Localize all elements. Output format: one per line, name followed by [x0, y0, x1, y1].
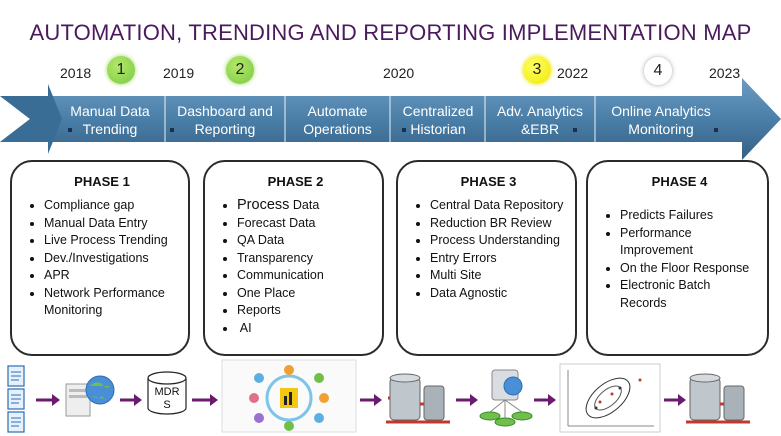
phase-title: PHASE 1 — [74, 174, 130, 189]
flow-arrow-icon — [534, 394, 556, 406]
process-equipment-icon — [386, 373, 450, 424]
flow-arrow-icon — [192, 394, 218, 406]
process-equipment-icon — [686, 373, 750, 424]
phase-4-box: PHASE 4 Predicts Failures Performance Im… — [586, 160, 769, 356]
list-item: Process Understanding — [430, 232, 565, 250]
list-item: Transparency — [237, 250, 372, 268]
segment-dashboard-reporting: Dashboard and Reporting — [166, 100, 284, 140]
phase-title: PHASE 4 — [651, 174, 708, 189]
list-item: APR — [44, 267, 178, 285]
mdrs-label: MDR — [154, 386, 179, 398]
year-2019: 2019 — [163, 65, 195, 81]
list-item-rest: Data — [289, 198, 320, 212]
segment-line2: Reporting — [194, 121, 256, 137]
segment-line1: Online Analytics — [611, 103, 711, 119]
server-globe-icon — [65, 375, 115, 417]
page-title: AUTOMATION, TRENDING AND REPORTING IMPLE… — [29, 20, 752, 45]
segment-line1: Centralized — [402, 103, 474, 119]
tick-marker — [402, 128, 406, 132]
flow-arrow-icon — [120, 394, 142, 406]
milestone-4: 4 — [643, 56, 673, 86]
list-item: Electronic Batch Records — [620, 277, 757, 312]
milestone-1: 1 — [107, 56, 135, 84]
flow-arrow-icon — [36, 394, 60, 406]
phase-3-box: PHASE 3 Central Data Repository Reductio… — [396, 160, 577, 356]
tick-marker — [68, 128, 72, 132]
year-2023: 2023 — [709, 65, 741, 81]
tick-marker — [170, 128, 174, 132]
list-item: AI — [237, 320, 372, 338]
milestone-3: 3 — [523, 56, 551, 84]
segment-line1: Dashboard and — [177, 103, 273, 119]
segment-line2: Trending — [82, 121, 138, 137]
segment-automate-operations: Automate Operations — [286, 100, 389, 140]
list-item-emphasis: Process — [237, 197, 290, 213]
phase-list: Process Data Forecast Data QA Data Trans… — [219, 197, 372, 337]
year-2022: 2022 — [557, 65, 589, 81]
phase-title: PHASE 2 — [267, 174, 324, 189]
list-item: Process Data — [237, 197, 372, 215]
segment-line1: Adv. Analytics — [496, 103, 584, 119]
segment-line1: Manual Data — [70, 103, 150, 119]
list-item: Reports — [237, 302, 372, 320]
list-item: Manual Data Entry — [44, 215, 178, 233]
phase-list: Predicts Failures Performance Improvemen… — [602, 207, 757, 312]
list-item: Reduction BR Review — [430, 215, 565, 233]
analytics-plot-icon — [559, 363, 661, 433]
flow-arrow-icon — [664, 394, 686, 406]
list-item: Communication — [237, 267, 372, 285]
phase-list: Central Data Repository Reduction BR Rev… — [412, 197, 565, 302]
list-item: Network Performance Monitoring — [44, 285, 178, 320]
list-item: Compliance gap — [44, 197, 178, 215]
list-item: QA Data — [237, 232, 372, 250]
segment-line2: &EBR — [520, 121, 560, 137]
list-item: On the Floor Response — [620, 260, 757, 278]
segment-line1: Automate — [307, 103, 368, 119]
tick-marker — [714, 128, 718, 132]
list-item: Predicts Failures — [620, 207, 757, 225]
list-item: One Place — [237, 285, 372, 303]
list-item: Central Data Repository — [430, 197, 565, 215]
list-item: Multi Site — [430, 267, 565, 285]
year-2020: 2020 — [383, 65, 415, 81]
year-2018: 2018 — [60, 65, 92, 81]
documents-icon — [7, 365, 25, 433]
list-item: Live Process Trending — [44, 232, 178, 250]
phase-title: PHASE 3 — [460, 174, 517, 189]
central-database-icon — [479, 369, 533, 427]
list-item: Entry Errors — [430, 250, 565, 268]
segment-manual-data-trending: Manual Data Trending — [55, 100, 165, 140]
segment-line2: Monitoring — [628, 121, 694, 137]
tick-marker — [573, 128, 577, 132]
data-flow-illustration: MDR S — [7, 359, 750, 433]
phase-1-box: PHASE 1 Compliance gap Manual Data Entry… — [10, 160, 190, 356]
flow-arrow-icon — [360, 394, 382, 406]
phase-2-box: PHASE 2 Process Data Forecast Data QA Da… — [203, 160, 384, 356]
segment-centralized-historian: Centralized Historian — [391, 100, 485, 140]
segment-online-analytics-monitoring: Online Analytics Monitoring — [596, 100, 726, 140]
flow-arrow-icon — [456, 394, 478, 406]
milestone-2: 2 — [226, 56, 254, 84]
list-item: Forecast Data — [237, 215, 372, 233]
dashboard-hub-icon — [221, 359, 357, 433]
mdrs-label-2: S — [163, 399, 170, 411]
segment-line2: Historian — [410, 121, 466, 137]
segment-adv-analytics-ebr: Adv. Analytics &EBR — [486, 100, 594, 140]
segment-line2: Operations — [303, 121, 372, 137]
database-icon — [147, 371, 187, 415]
list-item: Dev./Investigations — [44, 250, 178, 268]
list-item: Performance Improvement — [620, 225, 757, 260]
list-item: Data Agnostic — [430, 285, 565, 303]
timeline-arrow — [0, 78, 781, 160]
phase-list: Compliance gap Manual Data Entry Live Pr… — [26, 197, 178, 320]
